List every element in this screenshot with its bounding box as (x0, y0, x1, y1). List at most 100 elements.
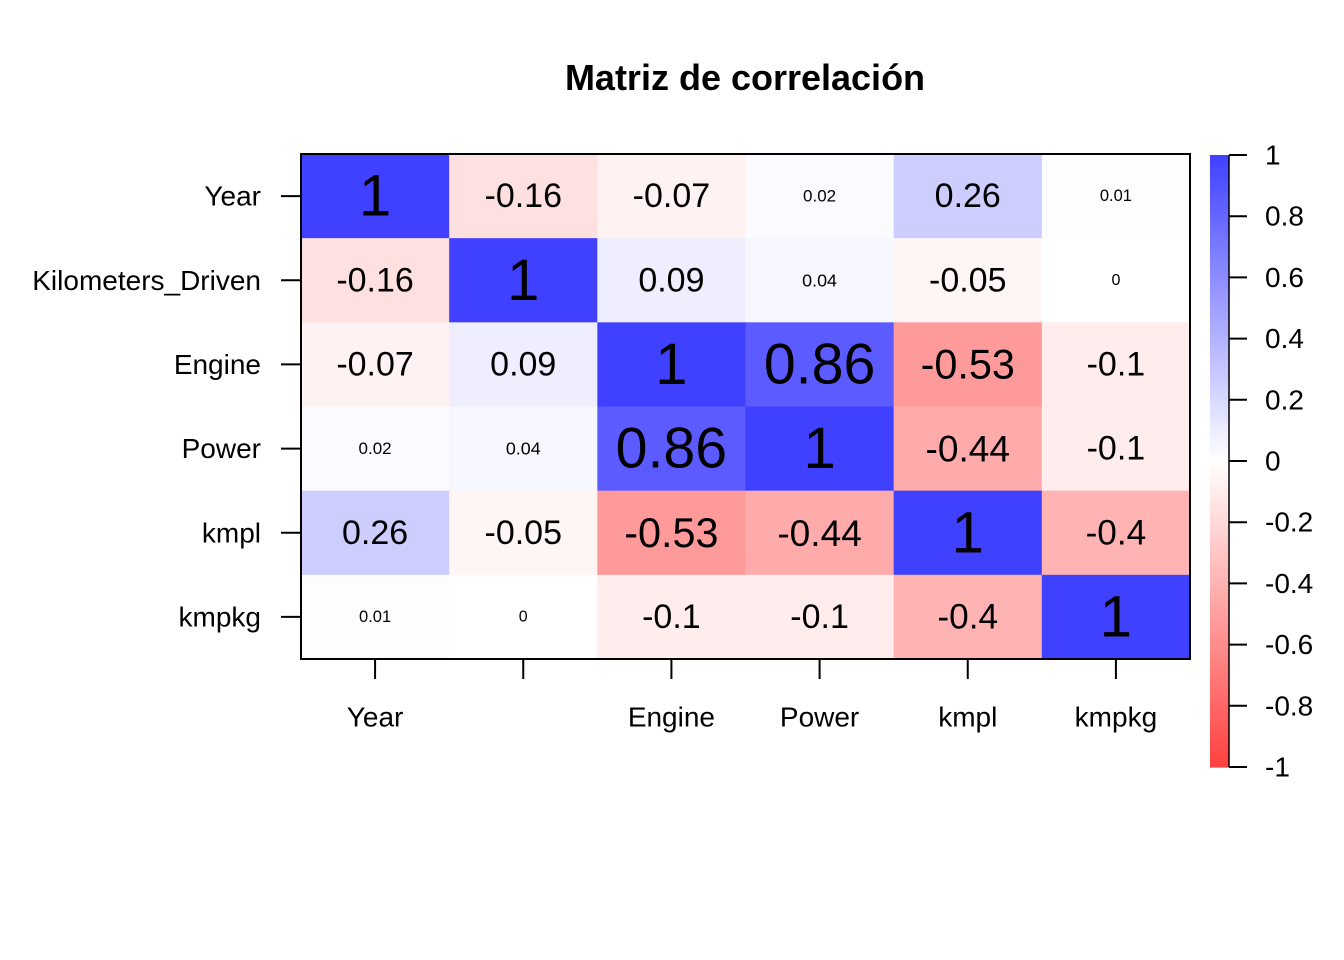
colorbar-segment (1210, 442, 1229, 447)
colorbar-segment (1210, 488, 1229, 493)
cell-value-r4-c5: -0.44 (925, 428, 1010, 470)
heatmap-cell-r3-c4 (745, 322, 895, 407)
colorbar-segment (1210, 592, 1229, 597)
heatmap-cell-r2-c5 (893, 238, 1043, 323)
colorbar-segment (1210, 568, 1229, 572)
x-tick-label-engine: Engine (628, 702, 715, 733)
y-tick-label-power: Power (182, 433, 261, 464)
colorbar-segment (1210, 604, 1229, 609)
colorbar-segment (1210, 262, 1229, 266)
heatmap-cell-r1-c4 (745, 154, 895, 239)
colorbar-segment (1210, 745, 1229, 750)
colorbar-segment (1210, 595, 1229, 600)
colorbar-segment (1210, 485, 1229, 490)
colorbar-segment (1210, 754, 1229, 759)
heatmap-cell-r4-c6 (1041, 406, 1191, 492)
cell-value-r5-c1: 0.26 (342, 514, 408, 552)
colorbar-segment (1210, 647, 1229, 652)
y-tick-label-engine: Engine (174, 349, 261, 380)
colorbar-segment (1210, 167, 1229, 171)
cell-value-r2-c4: 0.04 (802, 270, 837, 290)
cell-value-r4-c6: -0.1 (1087, 430, 1146, 468)
colorbar-segment (1210, 203, 1229, 208)
colorbar-segment (1210, 522, 1229, 526)
heatmap-cell-r2-c6 (1041, 238, 1191, 323)
heatmap-cell-r3-c3 (597, 322, 746, 407)
colorbar-segment (1210, 173, 1229, 178)
colorbar-segment (1210, 644, 1229, 649)
colorbar-segment (1210, 531, 1229, 536)
heatmap-cell-r5-c2 (449, 490, 598, 576)
colorbar-segment (1210, 464, 1229, 468)
colorbar-segment (1210, 234, 1229, 239)
colorbar-segment (1210, 338, 1229, 343)
colorbar-segment (1210, 155, 1229, 159)
colorbar-segment (1210, 369, 1229, 373)
y-axis: Year Kilometers_Driven Engine Power kmpl kmpk… (32, 181, 301, 632)
cell-value-r6-c4: -0.1 (790, 598, 849, 636)
colorbar-segment (1210, 335, 1229, 340)
cell-value-r3-c3: 1 (655, 332, 687, 397)
cell-value-r4-c3: 0.86 (616, 417, 728, 481)
colorbar-segment (1210, 240, 1229, 245)
colorbar-segment (1210, 571, 1229, 575)
colorbar-segment (1210, 748, 1229, 753)
colorbar-segment (1210, 436, 1229, 441)
colorbar-segment (1210, 497, 1229, 502)
heatmap-cell-r6-c2 (449, 574, 598, 660)
heatmap-cell-r1-c3 (597, 154, 746, 239)
heatmap-cell-r2-c2 (449, 238, 598, 323)
y-tick-label-kmpl: kmpl (202, 517, 261, 548)
colorbar-segment (1210, 577, 1229, 581)
cell-value-r6-c3: -0.1 (642, 598, 701, 636)
colorbar-segment (1210, 231, 1229, 236)
colorbar-segment (1210, 454, 1229, 459)
colorbar-segment (1210, 185, 1229, 190)
colorbar-segment (1210, 347, 1229, 352)
heatmap-cell-r6-c1 (301, 574, 450, 660)
heatmap-cell-r2-c3 (597, 238, 746, 323)
colorbar-segment (1210, 696, 1229, 701)
heatmap-cell-r4-c2 (449, 406, 598, 492)
colorbar-segment (1210, 439, 1229, 444)
colorbar-segment (1210, 350, 1229, 355)
colorbar-segment (1210, 681, 1229, 685)
colorbar-segment (1210, 635, 1229, 640)
cell-value-r3-c2: 0.09 (490, 345, 556, 383)
colorbar-segment (1210, 427, 1229, 431)
colorbar-segment (1210, 678, 1229, 682)
colorbar-segment (1210, 249, 1229, 254)
colorbar-segment (1210, 243, 1229, 248)
colorbar-segment (1210, 311, 1229, 315)
cell-value-r4-c1: 0.02 (359, 439, 392, 458)
colorbar-tick-label: 0.8 (1265, 201, 1304, 232)
colorbar-segment (1210, 451, 1229, 456)
colorbar-tick-label: -0.2 (1265, 507, 1313, 538)
colorbar-segment (1210, 565, 1229, 569)
colorbar-segment (1210, 687, 1229, 692)
colorbar-segment (1210, 179, 1229, 184)
colorbar-segment (1210, 317, 1229, 321)
y-tick-label-kmpkg: kmpkg (179, 601, 261, 632)
colorbar-segment (1210, 626, 1229, 630)
cell-value-r2-c2: 1 (507, 248, 539, 313)
colorbar-segment (1210, 421, 1229, 425)
colorbar-segment (1210, 598, 1229, 603)
colorbar-segment (1210, 457, 1229, 462)
cell-value-r2-c6: 0 (1111, 272, 1120, 289)
colorbar-segment (1210, 200, 1229, 205)
colorbar-segment (1210, 736, 1229, 741)
colorbar-segment (1210, 519, 1229, 523)
colorbar-segment (1210, 534, 1229, 539)
colorbar-segment (1210, 402, 1229, 407)
colorbar-segment (1210, 491, 1229, 496)
colorbar-segment (1210, 375, 1229, 379)
colorbar-segment (1210, 176, 1229, 181)
colorbar-segment (1210, 341, 1229, 346)
colorbar-legend: 1 0.8 0.6 0.4 0.2 0 -0.2 -0.4 -0.6 -0.8 -1 (1210, 140, 1313, 783)
cell-value-r6-c1: 0.01 (359, 608, 391, 626)
colorbar-segment (1210, 393, 1229, 398)
cell-value-r2-c1: -0.16 (336, 261, 414, 299)
cell-value-r1-c4: 0.02 (803, 187, 836, 206)
cell-value-r5-c5: 1 (952, 500, 984, 565)
